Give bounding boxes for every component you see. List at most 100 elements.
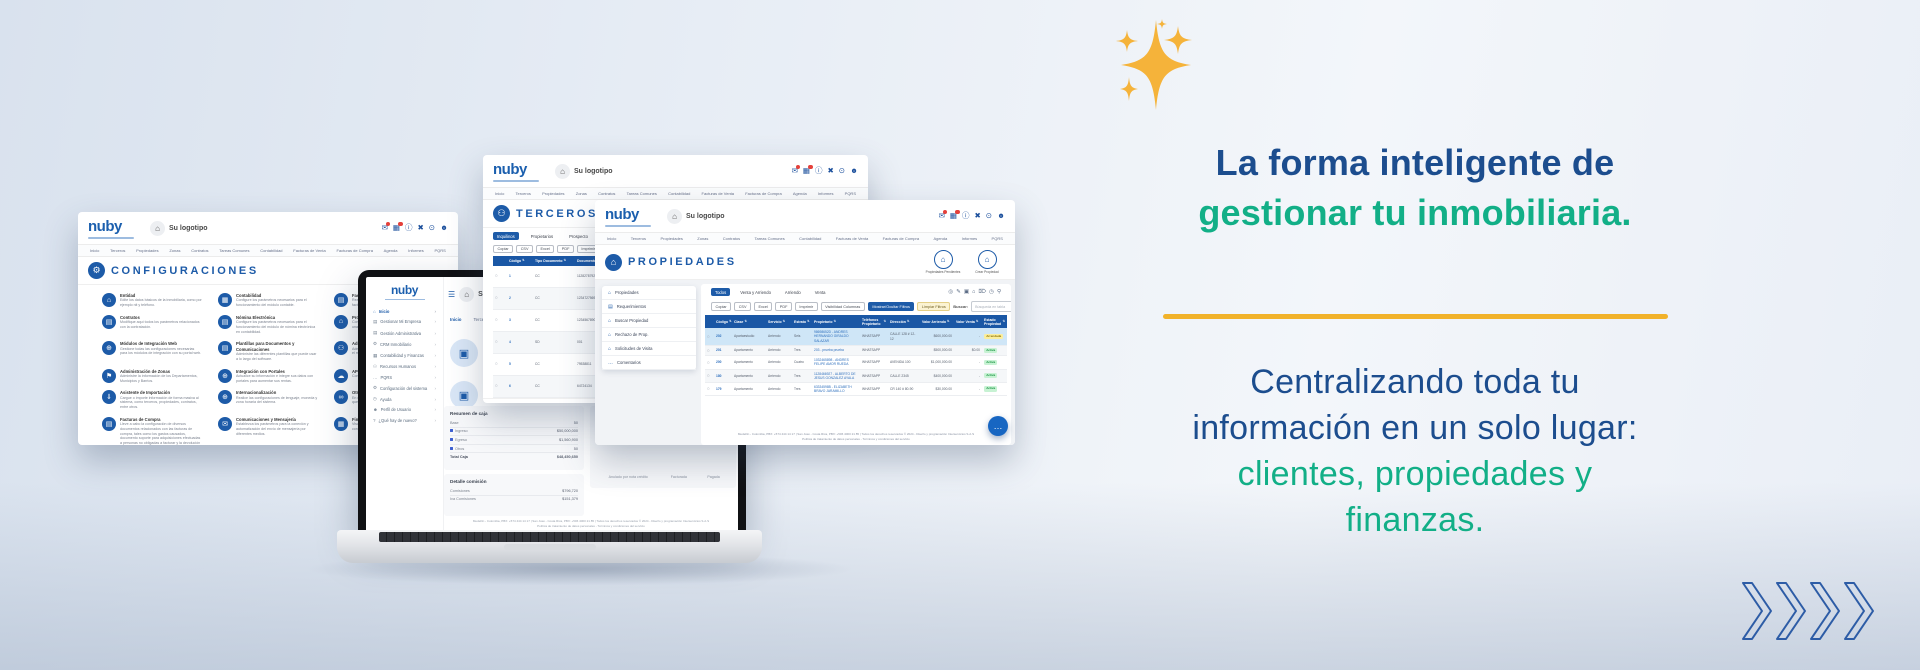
nav-item-propiedades[interactable]: Propiedades bbox=[542, 191, 565, 196]
config-item-entidad[interactable]: ⌂ Entidad Edite los datos básicos de la in… bbox=[102, 293, 202, 308]
nav-item-informes[interactable]: Informes bbox=[817, 191, 834, 196]
sidebar-item-perfil-de-usuario[interactable]: ☻ Perfil de Usuario › bbox=[371, 405, 438, 415]
nav-item-inicio[interactable]: Inicio bbox=[607, 236, 617, 241]
nav-item-zonas[interactable]: Zonas bbox=[575, 191, 587, 196]
nav-item-facturas-de-venta[interactable]: Facturas de Venta bbox=[835, 236, 869, 241]
chat-bubble-button[interactable]: … bbox=[988, 416, 1008, 436]
nav-item-facturas-de-venta[interactable]: Facturas de Venta bbox=[293, 248, 326, 253]
nav-item-zonas[interactable]: Zonas bbox=[169, 248, 181, 253]
column-header-direccion[interactable]: Dirección ⇅ bbox=[888, 317, 920, 326]
button-copiar[interactable]: Copiar bbox=[711, 302, 732, 311]
button-copiar[interactable]: Copiar bbox=[493, 245, 514, 254]
tab-venta[interactable]: Venta bbox=[814, 289, 826, 295]
nav-item-inicio[interactable]: Inicio bbox=[495, 191, 505, 196]
sidebar-item-que-hay-de-nuevo[interactable]: ? ¿Qué hay de nuevo? › bbox=[371, 415, 438, 425]
table-row[interactable]: ○ 180 Apartamento Arriendo Tres 1128466927 - … bbox=[705, 369, 1007, 383]
button-pdf[interactable]: PDF bbox=[557, 245, 574, 254]
info-icon[interactable]: ⓘ bbox=[405, 223, 413, 233]
nav-item-contabilidad[interactable]: Contabilidad bbox=[799, 236, 822, 241]
mail-icon[interactable]: ✉ bbox=[791, 164, 801, 176]
row-radio[interactable]: ○ bbox=[495, 317, 498, 323]
tab-inicio[interactable]: Inicio bbox=[450, 317, 462, 322]
column-header-codigo[interactable]: Código ⇅ bbox=[714, 317, 732, 326]
sidebar-item-configuracion-del-sistema[interactable]: ⚙ Configuración del sistema › bbox=[371, 383, 438, 394]
tab-prospecto[interactable]: Prospecto bbox=[569, 233, 588, 239]
coin-icon[interactable]: ⊙ bbox=[428, 223, 436, 233]
table-row[interactable]: ○ 202 Apartaestudio Arriendo Seis 98698652D -… bbox=[705, 328, 1007, 346]
nav-item-contabilidad[interactable]: Contabilidad bbox=[668, 191, 691, 196]
nav-item-contratos[interactable]: Contratos bbox=[191, 248, 209, 253]
nav-item-informes[interactable]: Informes bbox=[408, 248, 424, 253]
tab-propietarios[interactable]: Propietarios bbox=[530, 233, 554, 239]
tab-terceros[interactable]: Terceros bbox=[473, 317, 491, 322]
column-header-servicio[interactable]: Servicio ⇅ bbox=[766, 317, 792, 326]
mail-icon[interactable]: ✉ bbox=[381, 221, 391, 233]
button-csv[interactable]: CSV bbox=[734, 302, 751, 311]
nav-item-pqrs[interactable]: PQRS bbox=[434, 248, 446, 253]
button-limpiar-filtros[interactable]: Limpiar Filtros bbox=[917, 302, 951, 311]
calendar-icon[interactable]: ▦ bbox=[392, 221, 403, 233]
nav-item-agenda[interactable]: Agenda bbox=[933, 236, 948, 241]
sidebar-item-ayuda[interactable]: ◷ Ayuda › bbox=[371, 394, 438, 405]
edit-icon[interactable]: ✎ bbox=[956, 289, 961, 295]
column-header-valor-arriendo[interactable]: Valor Arriendo ⇅ bbox=[920, 317, 954, 326]
sidebar-item-contabilidad-y-finanzas[interactable]: ▦ Contabilidad y Finanzas › bbox=[371, 350, 438, 361]
nav-item-facturas-de-compra[interactable]: Facturas de Compra bbox=[745, 191, 782, 196]
calendar-icon[interactable]: ▦ bbox=[949, 209, 960, 221]
clock-icon[interactable]: ◷ bbox=[989, 289, 994, 295]
row-radio[interactable]: ○ bbox=[707, 386, 710, 392]
tools-icon[interactable]: ✖ bbox=[827, 166, 834, 176]
config-item-plantillas-para-documentos-y-comunicaciones[interactable]: ▤ Plantillas para Documentos y Comunicaci… bbox=[218, 341, 318, 361]
row-radio[interactable]: ○ bbox=[707, 359, 710, 365]
config-item-asistente-de-importacion[interactable]: ⇓ Asistente de Importación Cargue o import… bbox=[102, 390, 202, 409]
button-imprimir[interactable]: Imprimir bbox=[794, 302, 818, 311]
config-item-internacionalizacion[interactable]: ⊕ Internacionalización Realice las configu… bbox=[218, 390, 318, 409]
nav-item-inicio[interactable]: Inicio bbox=[90, 248, 100, 253]
nav-item-tareas-comunes[interactable]: Tareas Comunes bbox=[754, 236, 785, 241]
config-item-contabilidad[interactable]: ▦ Contabilidad Configure los parámetros ne… bbox=[218, 293, 318, 308]
column-header-estrato[interactable]: Estrato ⇅ bbox=[792, 317, 812, 326]
config-item-integracion-con-portales[interactable]: ⊕ Integración con Portales Actualice su in… bbox=[218, 368, 318, 384]
row-radio[interactable]: ○ bbox=[707, 347, 710, 353]
sidebar-item-propiedades[interactable]: ⌂ Propiedades bbox=[602, 286, 696, 300]
config-item-comunicaciones-y-mensajeria[interactable]: ✉ Comunicaciones y Mensajería Establezca l… bbox=[218, 416, 318, 445]
nav-item-tareas-comunes[interactable]: Tareas Comunes bbox=[626, 191, 657, 196]
nav-item-propiedades[interactable]: Propiedades bbox=[660, 236, 683, 241]
coin-icon[interactable]: ⊙ bbox=[985, 211, 993, 221]
button-pdf[interactable]: PDF bbox=[775, 302, 792, 311]
button-excel[interactable]: Excel bbox=[536, 245, 555, 254]
home-icon[interactable]: ⌂ bbox=[972, 289, 976, 295]
calendar-icon[interactable]: ▦ bbox=[802, 164, 813, 176]
location-icon[interactable]: ⚲ bbox=[996, 289, 1001, 295]
tab-venta-y-arriendo[interactable]: Venta y Arriendo bbox=[740, 289, 771, 295]
search-input[interactable] bbox=[971, 301, 1011, 312]
account-chip[interactable]: ⌂ Su logotipo bbox=[555, 163, 613, 179]
button-csv[interactable]: CSV bbox=[516, 245, 533, 254]
nav-item-terceros[interactable]: Terceros bbox=[515, 191, 531, 196]
delete-icon[interactable]: ⌦ bbox=[978, 289, 987, 295]
info-icon[interactable]: ⓘ bbox=[815, 166, 823, 176]
menu-icon[interactable]: ☰ bbox=[448, 290, 456, 299]
sidebar-item-comentarios[interactable]: … Comentarios bbox=[602, 356, 696, 370]
sidebar-item-inicio[interactable]: ⌂ Inicio › bbox=[371, 306, 438, 316]
nav-item-terceros[interactable]: Terceros bbox=[630, 236, 647, 241]
nav-item-facturas-de-compra[interactable]: Facturas de Compra bbox=[882, 236, 920, 241]
user-icon[interactable]: ☻ bbox=[850, 166, 858, 176]
sidebar-item-recursos-humanos[interactable]: ⚇ Recursos Humanos › bbox=[371, 361, 438, 372]
tools-icon[interactable]: ✖ bbox=[417, 223, 424, 233]
nav-item-facturas-de-compra[interactable]: Facturas de Compra bbox=[336, 248, 373, 253]
config-item-administracion-de-zonas[interactable]: ⚑ Administración de Zonas Administre la in… bbox=[102, 368, 202, 384]
sidebar-item-pqrs[interactable]: … PQRS › bbox=[371, 372, 438, 382]
tab-todos[interactable]: Todos bbox=[711, 288, 731, 296]
config-item-facturas-de-compra[interactable]: ▤ Facturas de Compra Lleve a cabo la confi… bbox=[102, 416, 202, 445]
nav-item-propiedades[interactable]: Propiedades bbox=[136, 248, 159, 253]
nav-item-pqrs[interactable]: PQRS bbox=[991, 236, 1003, 241]
column-header-valor-venta[interactable]: Valor Venta ⇅ bbox=[954, 317, 982, 326]
button-excel[interactable]: Excel bbox=[754, 302, 773, 311]
column-header-codigo[interactable]: Código ⇅ bbox=[507, 256, 533, 265]
nav-item-pqrs[interactable]: PQRS bbox=[844, 191, 856, 196]
account-chip[interactable]: ⌂ Su logotipo bbox=[667, 208, 725, 224]
row-radio[interactable]: ○ bbox=[707, 333, 710, 339]
nav-item-contratos[interactable]: Contratos bbox=[722, 236, 741, 241]
view-icon[interactable]: ◎ bbox=[948, 289, 954, 295]
